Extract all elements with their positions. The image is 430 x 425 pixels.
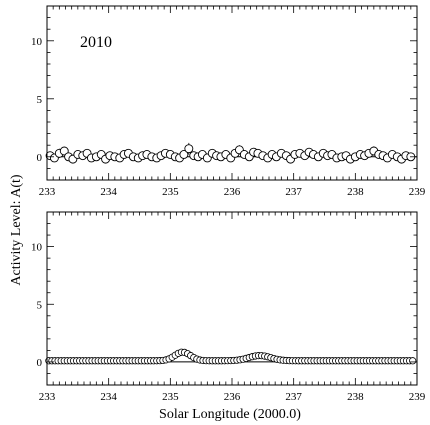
- x-tick-label: 239: [409, 391, 426, 403]
- y-tick-label: 5: [37, 94, 43, 106]
- y-axis-label: Activity Level: A(t): [9, 174, 24, 286]
- x-tick-label: 235: [162, 391, 179, 403]
- x-tick-label: 239: [409, 186, 426, 198]
- x-tick-label: 236: [224, 391, 241, 403]
- bottom-panel: 233 234 235 236 237 238 239 0 5 10: [31, 211, 426, 403]
- x-tick-label: 237: [285, 186, 302, 198]
- y-tick-label: 10: [31, 242, 43, 254]
- data-point: [409, 357, 417, 365]
- x-tick-label: 233: [39, 186, 56, 198]
- data-point: [179, 150, 189, 159]
- y-tick-label: 5: [37, 299, 43, 311]
- x-tick-label: 237: [285, 391, 302, 403]
- top-panel: 233 234 235 236 237 238 239 0 5 10: [31, 5, 426, 198]
- x-tick-label: 234: [100, 186, 117, 198]
- x-tick-label: 233: [39, 391, 56, 403]
- x-tick-label: 235: [162, 186, 179, 198]
- y-tick-label: 0: [37, 152, 43, 164]
- x-tick-label: 238: [347, 186, 364, 198]
- data-point: [59, 146, 69, 156]
- y-tick-label: 0: [37, 357, 43, 369]
- x-tick-label: 238: [347, 391, 364, 403]
- x-tick-label: 234: [100, 391, 117, 403]
- data-point: [184, 144, 194, 154]
- y-tick-label: 10: [31, 36, 43, 48]
- year-annotation: 2010: [80, 34, 112, 51]
- x-tick-label: 236: [224, 186, 241, 198]
- x-axis-label: Solar Longitude (2000.0): [159, 407, 301, 422]
